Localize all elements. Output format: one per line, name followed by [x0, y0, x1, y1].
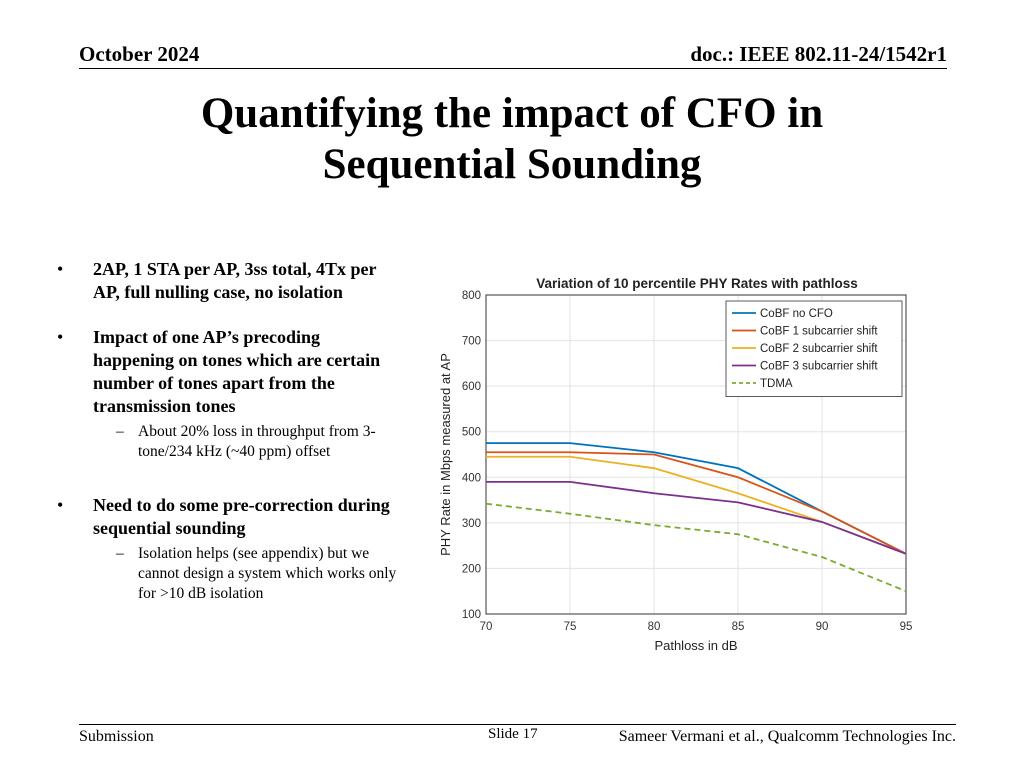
slide-title-line-2: Sequential Sounding [322, 141, 702, 188]
y-tick-label: 600 [462, 381, 481, 393]
legend-entry: TDMA [760, 378, 793, 390]
x-tick-label: 70 [480, 621, 493, 633]
bullet-item: • Need to do some pre-correction during … [57, 494, 402, 604]
x-tick-label: 75 [564, 621, 577, 633]
y-tick-label: 800 [462, 290, 481, 302]
y-axis-label: PHY Rate in Mbps measured at AP [438, 353, 453, 556]
footer-author: Sameer Vermani et al., Qualcomm Technolo… [618, 728, 956, 745]
y-tick-label: 300 [462, 518, 481, 530]
header-date: October 2024 [79, 42, 200, 66]
series-line-tdma [485, 502, 907, 593]
y-tick-label: 700 [462, 336, 481, 348]
x-axis-label: Pathloss in dB [654, 638, 737, 653]
sub-bullet-text: Isolation helps (see appendix) but we ca… [138, 545, 397, 602]
sub-bullet-item: – Isolation helps (see appendix) but we … [93, 544, 402, 604]
slide-title-line-1: Quantifying the impact of CFO in [200, 90, 824, 137]
bullet-text: 2AP, 1 STA per AP, 3ss total, 4Tx per AP… [93, 259, 377, 302]
chart-title: Variation of 10 percentile PHY Rates wit… [536, 276, 858, 291]
series-line-cobf-3-subcarrier-shift [486, 480, 907, 555]
sub-bullet-marker: – [116, 423, 124, 440]
series-line-cobf-1-subcarrier-shift [486, 451, 907, 555]
plot-area [485, 294, 907, 615]
bullet-item: • Impact of one AP’s precoding happening… [57, 326, 402, 462]
legend-entry: CoBF no CFO [760, 308, 833, 320]
y-tick-label: 100 [462, 609, 481, 621]
y-tick-label: 200 [462, 563, 481, 575]
bullet-marker: • [57, 327, 64, 347]
y-tick-label: 500 [462, 427, 481, 439]
sub-bullet-text: About 20% loss in throughput from 3-tone… [138, 423, 376, 460]
legend-entry: CoBF 1 subcarrier shift [760, 326, 878, 338]
sub-bullet-marker: – [116, 545, 124, 562]
y-tick-label: 400 [462, 472, 481, 484]
legend: CoBF no CFO CoBF 1 subcarrier shift CoBF 2… [725, 300, 903, 397]
series-line-cobf-2-subcarrier-shift [486, 455, 907, 555]
footer-rule [79, 724, 956, 725]
header-rule [79, 68, 947, 69]
bullet-item: • 2AP, 1 STA per AP, 3ss total, 4Tx per … [57, 258, 402, 304]
bullet-marker: • [57, 495, 64, 515]
legend-entry: CoBF 3 subcarrier shift [760, 361, 878, 373]
legend-entry: CoBF 2 subcarrier shift [760, 343, 878, 355]
x-tick-label: 95 [900, 621, 913, 633]
bullet-list: • 2AP, 1 STA per AP, 3ss total, 4Tx per … [57, 258, 402, 626]
x-tick-label: 80 [648, 621, 661, 633]
footer-slide-number: Slide 17 [488, 726, 538, 742]
bullet-text: Impact of one AP’s precoding happening o… [93, 327, 381, 416]
line-chart: Variation of 10 percentile PHY Rates wit… [438, 276, 913, 653]
footer-submission: Submission [79, 728, 154, 745]
header-doc-id: doc.: IEEE 802.11-24/1542r1 [690, 42, 947, 66]
bullet-text: Need to do some pre-correction during se… [93, 495, 390, 538]
x-tick-label: 90 [816, 621, 829, 633]
x-tick-label: 85 [732, 621, 745, 633]
slide-title: Quantifying the impact of CFO in Sequent… [0, 88, 1024, 190]
sub-bullet-item: – About 20% loss in throughput from 3-to… [93, 422, 402, 462]
bullet-marker: • [57, 259, 64, 279]
